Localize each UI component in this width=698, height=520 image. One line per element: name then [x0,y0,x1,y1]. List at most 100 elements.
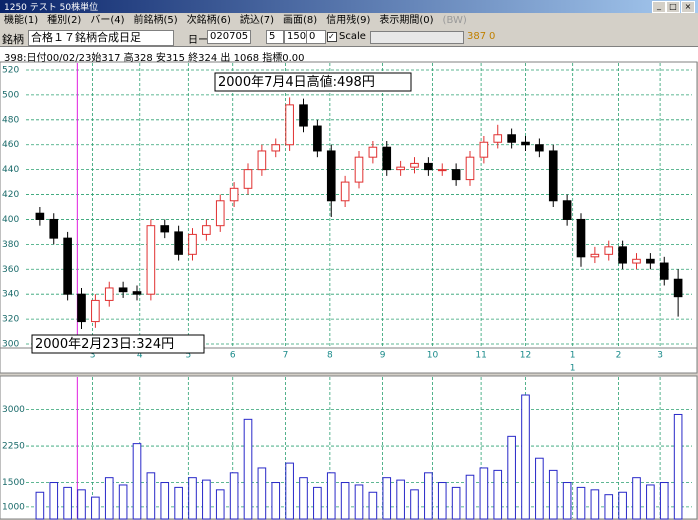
y-tick-label: 440 [2,165,19,175]
volume-bar [271,482,281,520]
menu-item[interactable]: 種別(2) [47,15,82,26]
volume-bar [257,467,267,520]
volume-bar [548,469,558,520]
stock-name-field[interactable]: 合格１７銘柄合成日足 [28,30,174,46]
volume-bar [313,486,322,520]
offset-value: 0 [489,31,496,42]
candle-body [632,258,641,264]
volume-bar [49,482,59,520]
y2-tick-label: 3000 [2,405,25,415]
candle-body [132,291,142,295]
volume-bar [618,491,627,520]
price-panel [0,61,698,374]
x-tick-label: 12 [520,351,531,361]
volume-bar [215,489,225,520]
candle-body [188,233,197,255]
close-button[interactable]: × [681,1,695,13]
y-tick-label: 340 [2,290,19,300]
menu-item[interactable]: 機能(1) [4,15,39,26]
candle-body [271,144,281,152]
x-tick-label: 1 [570,351,576,361]
candle-body [354,156,364,183]
candle-body [313,125,322,152]
candle-body [160,225,170,233]
candle-body [326,150,336,202]
volume-bar [507,435,516,520]
annotation-box [214,72,412,92]
x-tick-label: 9 [380,351,386,361]
count-value: 387 [467,31,487,42]
volume-bar [104,477,114,520]
menu-item[interactable]: バー(4) [90,15,125,26]
y-tick-label: 360 [2,265,19,275]
volume-bar [35,491,45,520]
volume-bar [493,469,503,520]
menu-item[interactable]: 画面(8) [283,15,318,26]
candle-body [562,200,572,220]
candle-body [243,169,253,189]
volume-bar [437,482,447,520]
y2-tick-label: 1500 [2,478,25,488]
candle-body [174,231,183,255]
volume-bar [202,479,211,520]
volume-bar [174,486,183,520]
candle-body [118,287,128,293]
menu-item[interactable]: 次銘柄(6) [186,15,231,26]
y-tick-label: 400 [2,215,19,225]
volume-bar [340,482,350,520]
minimize-button[interactable]: _ [652,1,666,13]
volume-bar [132,443,142,520]
volume-bar [229,472,239,520]
scale-checkbox[interactable]: ✓ [327,32,337,42]
candle-body [493,134,503,143]
candle-body [202,225,211,235]
candle-body [299,104,308,127]
annotation-box [31,334,205,354]
info-bar: 398:日付00/02/23始317 高328 安315 終324 出 1068… [0,46,698,64]
volume-bar [368,491,378,520]
volume-bar [146,472,156,520]
date-field[interactable]: 020705 [207,30,251,44]
annotation: 2000年7月4日高値:498円 [218,74,375,90]
x-tick-label: 10 [427,351,439,361]
volume-bar [535,457,544,520]
menu-bar: 機能(1) 種別(2) バー(4) 前銘柄(5) 次銘柄(6) 読込(7) 画面(8) 信用残… [0,14,698,28]
menu-item[interactable]: 表示期間(0) [379,15,434,26]
toolbar: 銘柄 合格１７銘柄合成日足 日ー 020705 5 1500 0 ✓ Scale… [0,29,698,46]
volume-bar [604,494,614,520]
candle-body [507,134,516,143]
field[interactable]: 0 [306,30,326,44]
x-tick-sublabel: 1 [570,364,576,374]
volume-bar [91,496,100,520]
menu-item[interactable]: (BW) [442,15,467,26]
candle-body [521,141,530,146]
volume-bar [562,482,572,520]
maximize-button[interactable]: □ [666,1,680,13]
volume-bar [396,479,405,520]
candle-body [215,200,225,227]
field[interactable]: 5 [266,30,284,44]
candle-body [465,156,475,181]
x-tick-label: 4 [137,351,143,361]
candle-body [479,141,489,158]
y-tick-label: 320 [2,315,19,325]
menu-item[interactable]: 信用残(9) [326,15,371,26]
info-line: 398:日付00/02/23始317 高328 安315 終324 出 1068… [4,53,305,64]
window-title: 1250 テスト 50株単位 [4,3,99,13]
candle-body [437,169,447,172]
x-tick-label: 3 [657,351,663,361]
volume-bar [465,474,475,520]
scrollbar[interactable] [370,31,464,44]
x-tick-label: 2 [616,351,622,361]
volume-bar [382,477,392,520]
volume-bar [118,484,128,520]
volume-bar [479,467,489,520]
menu-item[interactable]: 前銘柄(5) [133,15,178,26]
volume-bar [188,477,197,520]
volume-bar [632,477,641,520]
menu-item[interactable]: 読込(7) [239,15,275,26]
annotation: 2000年2月23日:324円 [35,337,174,352]
candle-body [77,293,86,323]
x-tick-label: 5 [185,351,191,361]
